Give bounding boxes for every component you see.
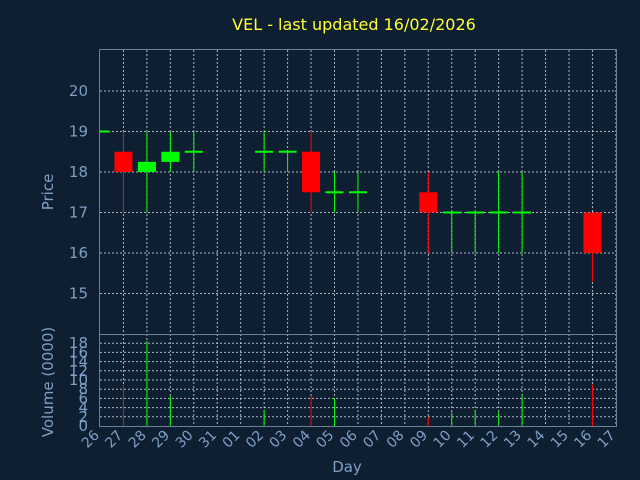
price-tick-label: 18: [69, 163, 88, 181]
volume-grid: [100, 334, 617, 426]
price-tick-label: 15: [69, 285, 88, 303]
volume-tick-label: 6: [78, 389, 88, 407]
candle-body: [161, 151, 180, 162]
price-tick-labels: 15 16 17 18 19 20: [69, 82, 88, 303]
price-grid: [100, 50, 617, 334]
volume-bars: [122, 340, 593, 426]
price-tick-label: 20: [69, 82, 88, 100]
volume-tick-label: 0: [78, 417, 88, 435]
candle-body: [114, 151, 133, 172]
volume-tick-label: 4: [78, 399, 88, 417]
volume-tick-label: 10: [69, 371, 88, 389]
volume-tick-label: 18: [69, 334, 88, 352]
volume-tick-label: 14: [69, 353, 88, 371]
x-tick-labels: 26 27 28 29 30 31 01 02 03 04 05 06 07 08 09 10 11 12 13 14…: [79, 427, 619, 451]
chart-title: VEL - last updated 16/02/2026: [232, 15, 476, 34]
candle-body: [137, 161, 156, 172]
candle-body: [302, 151, 321, 193]
price-axis-label: Price: [39, 174, 57, 211]
x-axis-label: Day: [332, 458, 362, 476]
price-candles: [100, 130, 602, 282]
volume-tick-label: 12: [69, 362, 88, 380]
candle-body: [583, 212, 602, 253]
volume-panel-frame: [99, 334, 617, 427]
volume-axis-label: Volume (0000): [39, 327, 57, 437]
price-tick-label: 19: [69, 123, 88, 141]
volume-tick-label: 16: [69, 343, 88, 361]
candle-body: [419, 192, 438, 213]
volume-tick-label: 8: [78, 380, 88, 398]
volume-tick-label: 2: [78, 408, 88, 426]
price-tick-label: 17: [69, 204, 88, 222]
price-tick-label: 16: [69, 244, 88, 262]
